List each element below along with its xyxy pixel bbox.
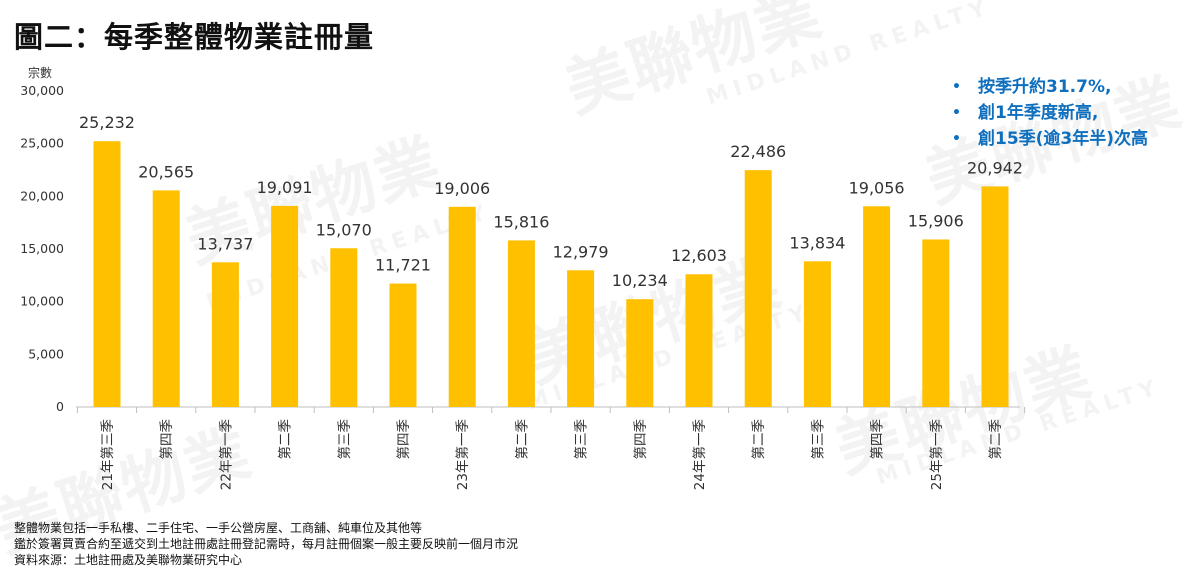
bar [330,248,358,407]
bar-chart: 0 5,000 10,000 15,000 20,000 25,000 30,000 25,2… [20,83,1026,490]
category-label: 第三季 [573,419,590,460]
category-label: 第二季 [513,419,530,460]
y-tick-label: 0 [56,399,64,414]
bar [448,206,476,407]
data-label: 22,486 [730,142,786,161]
footnotes: 整體物業包括一手私樓、二手住宅、一手公營房屋、工商舖、純車位及其他等 鑑於簽署買… [14,520,518,568]
data-label: 19,056 [849,178,905,197]
y-tick-label: 30,000 [20,83,64,98]
note-item: 創1年季度新高, [952,100,1148,126]
bar [271,205,299,407]
category-label: 第四季 [395,419,412,460]
note-item: 創15季(逾3年半)次高 [952,126,1148,152]
data-label: 13,834 [789,233,845,252]
bar [744,170,772,407]
category-label: 第三季 [336,419,353,460]
data-label: 25,232 [79,113,135,132]
y-tick-label: 15,000 [20,241,64,256]
highlight-notes: 按季升約31.7%, 創1年季度新高, 創15季(逾3年半)次高 [952,74,1148,152]
data-label: 20,565 [138,162,194,181]
bar [567,270,595,407]
bar [863,206,891,407]
category-label: 第四季 [158,419,175,460]
category-label: 24年第一季 [691,419,708,490]
bar [922,239,950,407]
category-label: 第二季 [750,419,767,460]
bar [803,261,831,407]
bar [152,190,180,407]
category-label: 23年第一季 [454,419,471,490]
category-label: 第三季 [809,419,826,460]
bar [507,240,535,407]
bar [211,262,239,407]
data-label: 15,906 [908,211,964,230]
y-tick-label: 5,000 [28,346,64,361]
data-label: 20,942 [967,158,1023,177]
note-item: 按季升約31.7%, [952,74,1148,100]
category-label: 第二季 [987,419,1004,460]
footnote-scope: 整體物業包括一手私樓、二手住宅、一手公營房屋、工商舖、純車位及其他等 [14,521,423,535]
y-tick-label: 10,000 [20,294,64,309]
bar [93,141,121,407]
category-label: 21年第三季 [99,419,116,490]
y-axis-unit-label: 宗數 [28,66,53,80]
data-label: 15,816 [493,212,549,231]
data-label: 19,091 [257,178,313,197]
category-label: 25年第一季 [928,419,945,490]
category-label: 第四季 [869,419,886,460]
data-label: 10,234 [612,271,668,290]
chart-title: 圖二：每季整體物業註冊量 [14,20,375,54]
category-label: 22年第一季 [217,419,234,490]
data-label: 19,006 [434,179,490,198]
y-tick-label: 20,000 [20,188,64,203]
bar [626,299,654,407]
data-label: 12,603 [671,246,727,265]
bar [389,283,417,407]
category-label: 第二季 [277,419,294,460]
y-tick-label: 25,000 [20,136,64,151]
data-label: 12,979 [553,242,609,261]
category-label: 第四季 [632,419,649,460]
data-label: 15,070 [316,220,372,239]
footnote-source: 資料來源：土地註冊處及美聯物業研究中心 [14,553,243,567]
bar [685,274,713,407]
data-label: 11,721 [375,256,431,275]
data-label: 13,737 [197,234,253,253]
footnote-timing: 鑑於簽署買賣合約至遞交到土地註冊處註冊登記需時，每月註冊個案一般主要反映前一個月… [14,537,519,551]
bar [981,186,1009,407]
